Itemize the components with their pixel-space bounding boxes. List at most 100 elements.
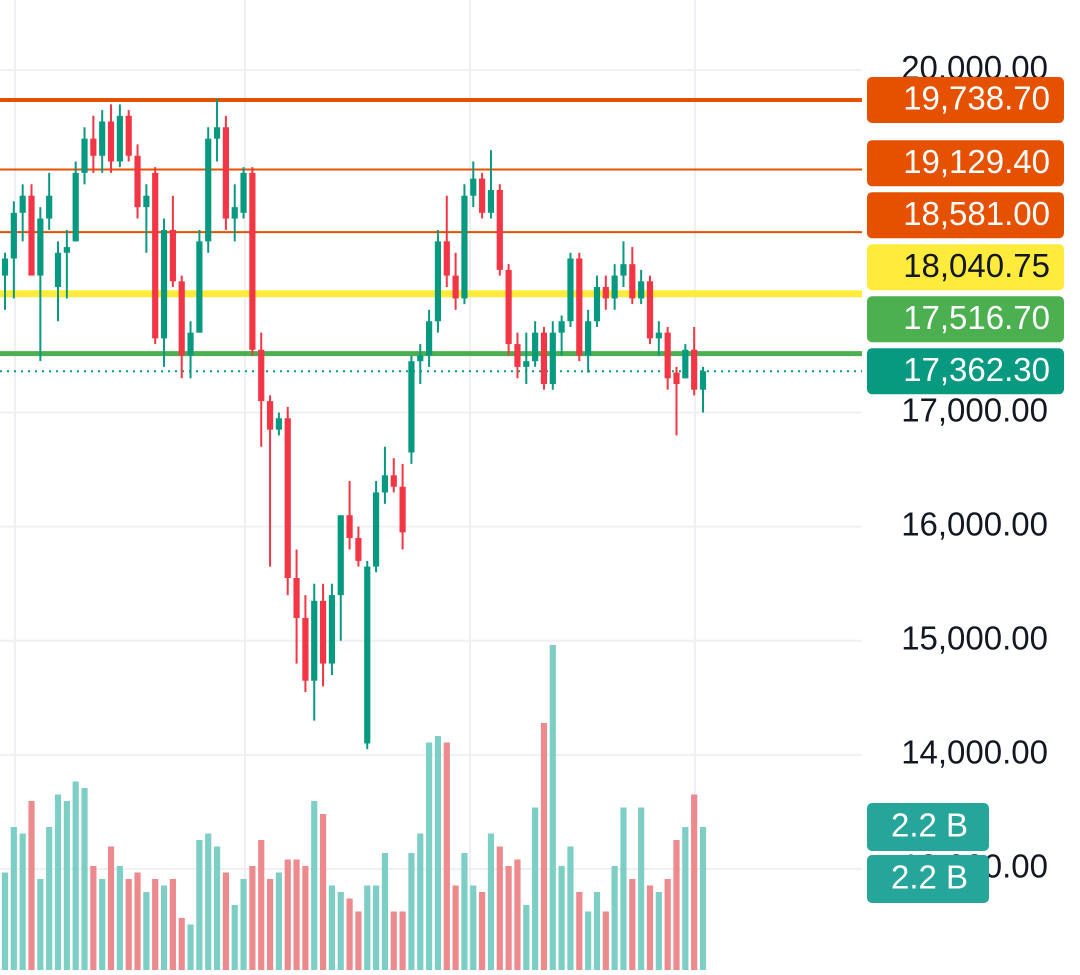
price-tag xyxy=(867,244,1064,291)
volume-bar xyxy=(655,892,662,970)
candle-body xyxy=(620,264,627,276)
candle-body xyxy=(461,195,468,299)
volume-bar xyxy=(37,879,44,970)
volume-bar xyxy=(514,859,521,970)
volume-bar xyxy=(585,911,592,970)
volume-bar xyxy=(505,866,512,970)
candle-body xyxy=(611,275,618,299)
volume-bar xyxy=(346,898,353,970)
y-tick-label: 17,000.00 xyxy=(901,391,1048,428)
volume-bar xyxy=(311,801,318,970)
candle-body xyxy=(187,332,194,356)
candle-body xyxy=(540,332,548,385)
volume-bar xyxy=(390,911,397,970)
volume-bar xyxy=(540,723,548,970)
candle-body xyxy=(99,121,106,156)
volume-bar xyxy=(452,885,459,970)
volume-bar xyxy=(187,924,194,970)
candle-body xyxy=(222,127,229,219)
volume-bar xyxy=(107,846,115,970)
volume-bar xyxy=(487,833,495,970)
price-tags: 19,738.70 19,129.40 18,581.00 18,040.75 17,5… xyxy=(867,77,1064,395)
candle-body xyxy=(364,566,371,744)
candle-body xyxy=(311,600,318,681)
candle-body xyxy=(37,218,44,276)
volume-bar xyxy=(196,840,203,970)
candle-body xyxy=(116,115,123,162)
volume-bar xyxy=(54,794,62,970)
volume-bar xyxy=(169,879,176,970)
candle-body xyxy=(443,241,450,276)
volume-bar xyxy=(417,833,424,970)
candle-body xyxy=(1,258,9,276)
candle-body xyxy=(664,332,671,379)
candle-body xyxy=(505,269,512,345)
volume-bar xyxy=(355,911,362,970)
candle-body xyxy=(426,321,433,356)
volume-bar xyxy=(602,911,609,970)
candle-body xyxy=(160,229,168,339)
volume-bar xyxy=(231,905,238,970)
candle-body xyxy=(266,401,274,430)
volume-bar xyxy=(479,892,486,970)
volume-bar xyxy=(275,872,282,970)
candle-body xyxy=(470,178,477,196)
volume-bar xyxy=(178,918,185,970)
volume-bar xyxy=(673,840,680,970)
candle-body xyxy=(72,172,79,242)
volume-bar xyxy=(337,892,344,970)
volume-bar xyxy=(19,833,26,970)
volume-bar xyxy=(143,892,150,970)
volume-bar xyxy=(328,885,336,970)
volume-bar xyxy=(116,866,123,970)
candle-body xyxy=(293,578,300,618)
volume-bar xyxy=(470,885,477,970)
volume-badge-label: 2.2 B xyxy=(891,807,968,844)
candle-body xyxy=(328,595,336,664)
volume-bar xyxy=(249,866,256,970)
candle-body xyxy=(549,332,556,385)
candle-body xyxy=(337,515,344,596)
candle-body xyxy=(629,264,636,299)
candle-body xyxy=(81,138,88,173)
candle-body xyxy=(125,115,132,156)
price-tag-label: 19,129.40 xyxy=(903,143,1050,180)
candle-body xyxy=(346,515,353,539)
candle-body xyxy=(593,287,601,322)
price-tag xyxy=(867,192,1064,239)
volume-bar xyxy=(99,879,106,970)
candle-body xyxy=(602,287,609,299)
candle-body xyxy=(213,127,221,139)
volume-bar xyxy=(72,781,79,970)
volume-bar xyxy=(372,885,380,970)
candle-body xyxy=(90,138,97,156)
volume-bar xyxy=(611,866,618,970)
volume-bar xyxy=(638,807,645,970)
volume-bar xyxy=(532,807,539,970)
candle-body xyxy=(231,207,238,219)
volume-bar xyxy=(461,853,468,970)
volume-bar xyxy=(646,885,654,970)
volume-bar xyxy=(664,879,671,970)
candle-body xyxy=(178,281,185,356)
volume-bars xyxy=(1,645,707,970)
candle-body xyxy=(514,344,521,367)
volume-bar xyxy=(10,827,17,970)
candle-body xyxy=(673,372,680,385)
candle-body xyxy=(452,275,459,299)
y-tick-label: 16,000.00 xyxy=(901,505,1048,542)
volume-bar xyxy=(399,911,406,970)
candle-body xyxy=(284,418,291,579)
price-tag xyxy=(867,140,1064,187)
volume-bar xyxy=(319,814,327,970)
candle-body xyxy=(249,172,256,350)
volume-bar xyxy=(160,885,168,970)
volume-bar xyxy=(364,885,371,970)
volume-bar xyxy=(426,742,433,970)
price-tag-label: 19,738.70 xyxy=(903,80,1050,117)
volume-bar xyxy=(558,866,565,970)
volume-bar xyxy=(205,833,212,970)
volume-bar xyxy=(593,892,601,970)
candle-body xyxy=(576,258,583,356)
